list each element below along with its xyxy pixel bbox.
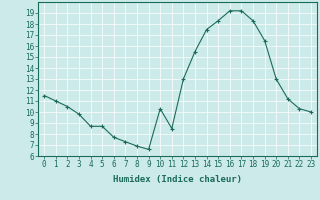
X-axis label: Humidex (Indice chaleur): Humidex (Indice chaleur) [113, 175, 242, 184]
